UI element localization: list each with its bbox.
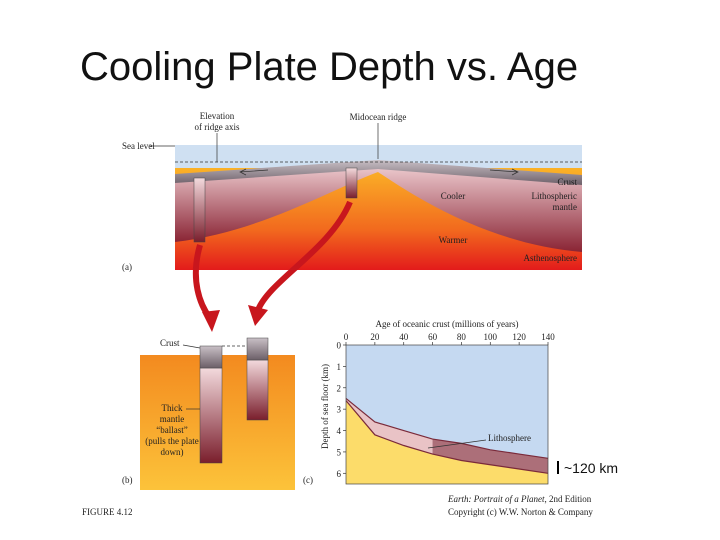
plot-frame xyxy=(345,344,549,485)
label: Cooler xyxy=(441,191,466,201)
label: Asthenosphere xyxy=(524,253,578,263)
lithosphere-left xyxy=(175,163,378,242)
copyright: Copyright (c) W.W. Norton & Company xyxy=(448,507,593,517)
label: Sea level xyxy=(122,141,155,151)
y-tick-label: 2 xyxy=(337,383,342,393)
arrow-left xyxy=(239,168,269,176)
column-left xyxy=(193,177,206,243)
depth-curve xyxy=(345,397,549,459)
label: Warmer xyxy=(439,235,468,245)
y-tick-label: 5 xyxy=(337,447,342,457)
column-thin xyxy=(246,359,269,421)
arrow-right xyxy=(489,168,519,176)
arrowhead xyxy=(202,310,220,332)
x-tick-label: 120 xyxy=(512,332,526,342)
y-axis-title: Depth of sea floor (km) xyxy=(320,364,330,449)
y-tick-label: 3 xyxy=(337,405,342,415)
y-tick-label: 1 xyxy=(337,362,342,372)
x-tick-label: 0 xyxy=(344,332,349,342)
y-tick-label: 4 xyxy=(337,426,342,436)
curved-arrow xyxy=(255,200,353,312)
column-ridge xyxy=(345,167,358,199)
label: Lithospheric mantle xyxy=(532,191,578,212)
label: Thick mantle “ballast” (pulls the plate down… xyxy=(145,403,199,457)
annotation: Lithosphere xyxy=(488,433,531,443)
crust-band xyxy=(175,160,582,185)
x-tick-label: 80 xyxy=(457,332,467,342)
x-tick-label: 140 xyxy=(541,332,555,342)
source: Earth: Portrait of a Planet, 2nd Edition xyxy=(447,494,592,504)
x-tick-label: 20 xyxy=(370,332,380,342)
x-tick-label: 40 xyxy=(399,332,409,342)
scale-note: ~120 km xyxy=(564,460,618,476)
panel-label: (b) xyxy=(122,475,133,485)
leader xyxy=(182,344,201,349)
figure-label: FIGURE 4.12 xyxy=(82,507,133,517)
lithosphere-right xyxy=(378,163,582,252)
panel-label: (c) xyxy=(303,475,313,485)
x-tick-label: 100 xyxy=(484,332,498,342)
crust-block xyxy=(246,337,269,361)
x-axis-title: Age of oceanic crust (millions of years) xyxy=(376,319,519,329)
y-tick-label: 6 xyxy=(337,469,342,479)
label: Elevation of ridge axis xyxy=(195,111,240,132)
label: Midocean ridge xyxy=(350,112,407,122)
label: Crust xyxy=(160,338,180,348)
label: Crust xyxy=(557,177,577,187)
arrowhead xyxy=(248,305,268,326)
panel-c: 0 20 40 60 80 100 120 140 0 1 2 3 4 5 6 Age of oceanic … xyxy=(303,319,618,485)
panel-label: (a) xyxy=(122,262,132,272)
panel-b: Crust Thick mantle “ballast” (pulls the pla… xyxy=(122,337,295,490)
depth-curve xyxy=(345,400,549,474)
panel-a: Elevation of ridge axis Midocean ridge Se… xyxy=(122,111,582,272)
x-tick-label: 60 xyxy=(428,332,438,342)
crust-block xyxy=(199,345,223,369)
slide-title: Cooling Plate Depth vs. Age xyxy=(80,45,578,89)
lithosphere-dark xyxy=(432,439,548,474)
annotation-leader xyxy=(427,439,487,449)
column-thick xyxy=(199,367,223,464)
y-tick-label: 0 xyxy=(337,341,342,351)
